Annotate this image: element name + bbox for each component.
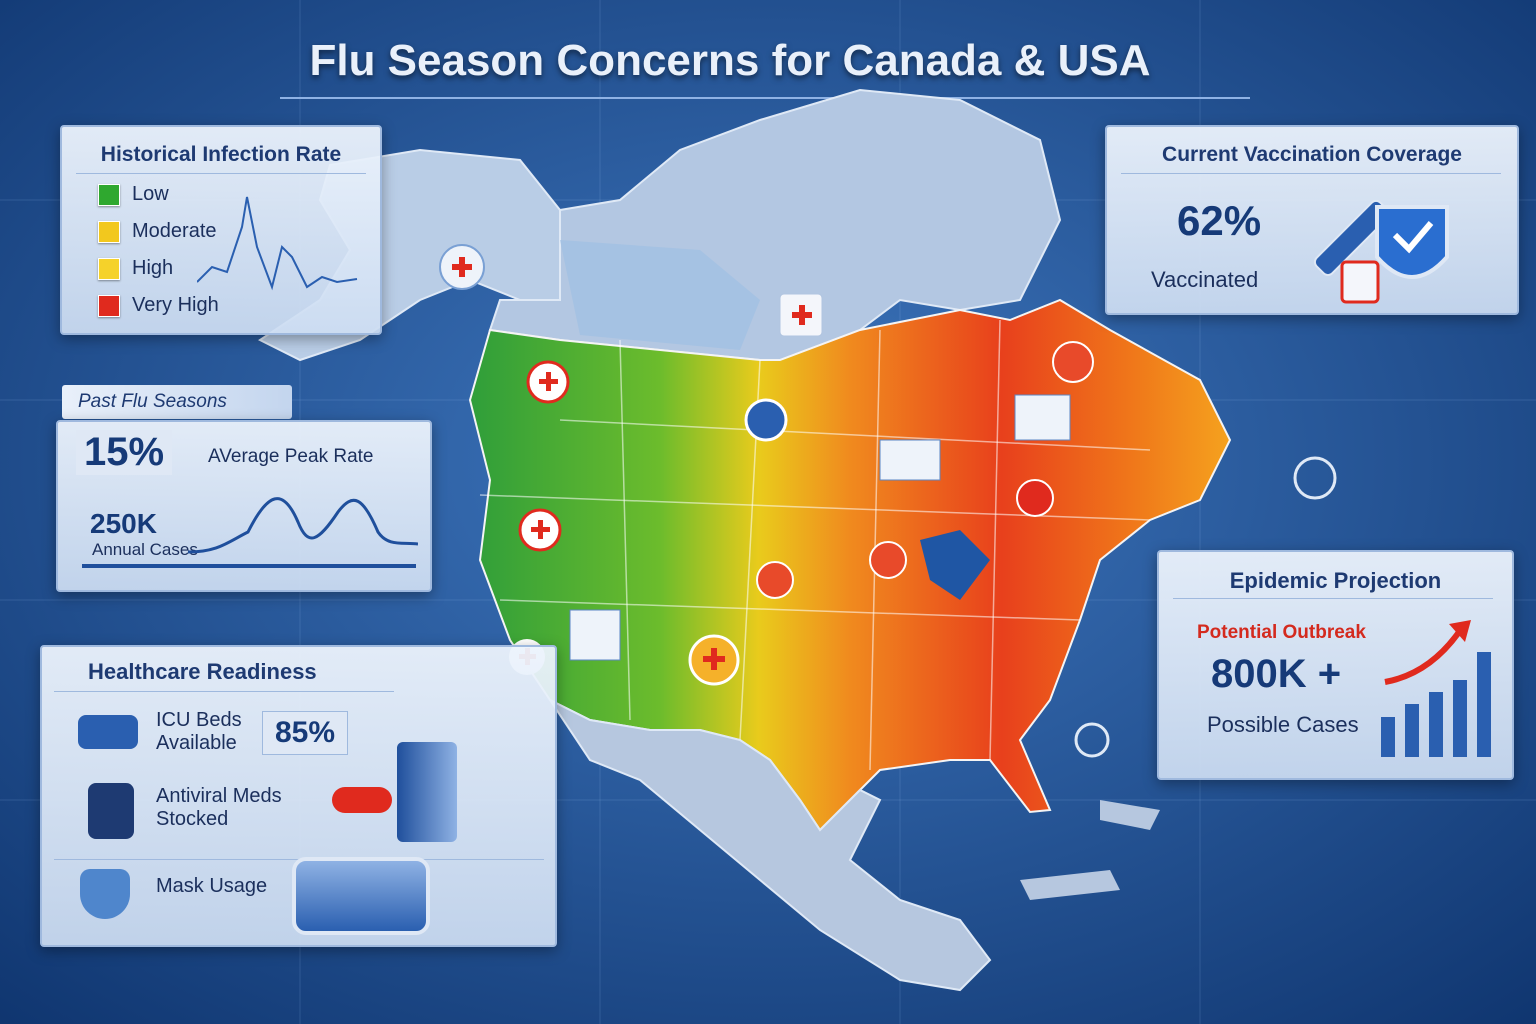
legend-swatch: [98, 183, 120, 206]
panel-title: Current Vaccination Coverage: [1162, 143, 1462, 166]
projection-label: Possible Cases: [1207, 712, 1359, 737]
great-lakes: [920, 530, 990, 600]
peak-rate-value: 15%: [76, 430, 173, 475]
annual-cases-label: Annual Cases: [92, 540, 198, 559]
legend-item: Low: [98, 183, 169, 206]
projection-panel: Epidemic Projection Potential Outbreak 8…: [1157, 550, 1514, 780]
panel-title: Historical Infection Rate: [100, 143, 342, 166]
legend-item: Moderate: [98, 220, 217, 243]
panel-title: Past Flu Seasons: [78, 391, 227, 412]
bed-icon: [78, 715, 138, 749]
mask-icon: [80, 869, 130, 919]
panel-title: Epidemic Projection: [1229, 568, 1442, 593]
trend-sparkline: [197, 196, 358, 291]
mask-image: [292, 857, 430, 935]
vaccine-icons: [1313, 199, 1449, 304]
projection-value: 800K +: [1211, 652, 1342, 696]
item-label: Antiviral Meds Stocked: [156, 785, 282, 830]
divider: [1121, 173, 1501, 174]
historical-panel: Historical Infection Rate Low Moderate Hig…: [60, 125, 382, 335]
legend-label: Very High: [132, 294, 219, 316]
underline: [82, 564, 416, 568]
yukon-highlight: [560, 240, 760, 350]
seasons-curve: [188, 497, 418, 554]
legend-swatch: [98, 257, 120, 280]
tab: Past Flu Seasons: [62, 385, 292, 419]
item-label: Mask Usage: [156, 875, 268, 897]
vaccination-panel: Current Vaccination Coverage 62% Vaccina…: [1105, 125, 1519, 315]
icu-value: 85%: [262, 711, 349, 755]
peak-rate-label: AVerage Peak Rate: [208, 446, 374, 467]
annual-cases-value: 250K: [90, 508, 157, 539]
projection-bars: [1381, 620, 1491, 757]
legend-item: High: [98, 257, 173, 280]
healthcare-panel: Healthcare Readiness ICU Beds Available …: [40, 645, 557, 947]
divider: [1173, 598, 1493, 599]
legend-label: High: [132, 257, 174, 279]
mexico: [547, 697, 992, 992]
caribbean: [1020, 800, 1160, 900]
projection-subtitle: Potential Outbreak: [1197, 622, 1366, 643]
legend-label: Low: [132, 183, 169, 205]
coverage-value: 62%: [1177, 197, 1262, 244]
legend-swatch: [98, 294, 120, 317]
legend-item: Very High: [98, 294, 219, 317]
item-label: ICU Beds Available: [156, 709, 242, 754]
legend-label: Moderate: [132, 220, 217, 242]
capsule: [332, 787, 392, 813]
page-title: Flu Season Concerns for Canada & USA: [309, 36, 1151, 85]
past-seasons-panel: 15% AVerage Peak Rate 250K Annual Cases: [56, 420, 432, 592]
divider: [54, 691, 394, 692]
pill-bottle: [397, 742, 457, 842]
divider: [76, 173, 366, 174]
panel-title: Healthcare Readiness: [88, 659, 317, 684]
meds-icon: [88, 783, 134, 839]
coverage-label: Vaccinated: [1151, 267, 1259, 292]
legend-swatch: [98, 220, 120, 243]
